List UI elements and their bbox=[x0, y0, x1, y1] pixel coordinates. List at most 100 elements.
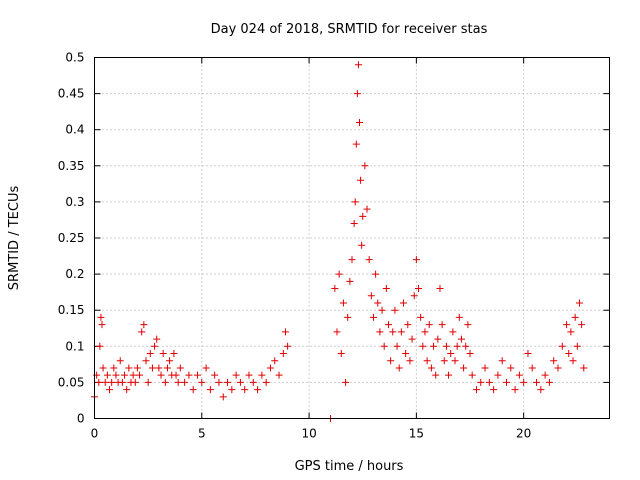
data-point bbox=[131, 378, 139, 386]
data-point bbox=[415, 285, 423, 293]
x-tick-label: 20 bbox=[516, 427, 531, 441]
data-point bbox=[98, 321, 106, 329]
data-point bbox=[408, 335, 416, 343]
data-point bbox=[118, 378, 126, 386]
data-point bbox=[397, 328, 405, 336]
data-point bbox=[440, 357, 448, 365]
chart-title: Day 024 of 2018, SRMTID for receiver sta… bbox=[211, 22, 488, 37]
data-point bbox=[468, 371, 476, 379]
data-point bbox=[554, 364, 562, 372]
data-point bbox=[236, 378, 244, 386]
y-tick-label: 0.1 bbox=[65, 339, 84, 353]
data-point bbox=[342, 378, 350, 386]
data-point bbox=[380, 342, 388, 350]
data-point bbox=[515, 371, 523, 379]
data-point bbox=[558, 342, 566, 350]
y-tick-label: 0 bbox=[77, 412, 85, 426]
data-point bbox=[423, 357, 431, 365]
data-point bbox=[219, 393, 227, 401]
y-tick-label: 0.05 bbox=[58, 375, 85, 389]
data-point bbox=[541, 371, 549, 379]
data-point bbox=[211, 371, 219, 379]
data-point bbox=[146, 350, 154, 358]
data-point bbox=[425, 321, 433, 329]
data-point bbox=[361, 162, 369, 170]
data-point bbox=[571, 313, 579, 321]
data-point bbox=[363, 205, 371, 213]
data-point bbox=[490, 386, 498, 394]
data-point bbox=[434, 335, 442, 343]
data-point bbox=[262, 378, 270, 386]
data-point bbox=[404, 321, 412, 329]
data-point bbox=[157, 371, 165, 379]
data-point bbox=[206, 386, 214, 394]
data-point bbox=[406, 357, 414, 365]
data-point bbox=[511, 386, 519, 394]
data-point bbox=[136, 371, 144, 379]
data-point bbox=[357, 176, 365, 184]
data-point bbox=[228, 386, 236, 394]
data-point bbox=[151, 342, 159, 350]
data-point bbox=[266, 364, 274, 372]
data-point bbox=[224, 378, 232, 386]
y-tick-label: 0.4 bbox=[65, 123, 84, 137]
x-tick-label: 5 bbox=[198, 427, 206, 441]
data-point bbox=[481, 364, 489, 372]
data-point bbox=[573, 342, 581, 350]
data-point bbox=[550, 357, 558, 365]
data-point bbox=[387, 357, 395, 365]
data-point bbox=[172, 371, 180, 379]
data-point bbox=[185, 371, 193, 379]
y-tick-label: 0.2 bbox=[65, 267, 84, 281]
data-point bbox=[372, 270, 380, 278]
data-point bbox=[112, 371, 120, 379]
data-point bbox=[155, 364, 163, 372]
data-point bbox=[445, 371, 453, 379]
data-point bbox=[353, 90, 361, 98]
data-point bbox=[356, 118, 364, 126]
x-tick-label: 0 bbox=[91, 427, 99, 441]
y-tick-label: 0.3 bbox=[65, 195, 84, 209]
data-point bbox=[133, 364, 141, 372]
data-point bbox=[578, 321, 586, 329]
data-point bbox=[271, 357, 279, 365]
x-axis-ticks: 0 5 10 15 20 bbox=[91, 57, 531, 441]
data-point bbox=[447, 350, 455, 358]
data-point bbox=[378, 306, 386, 314]
data-point bbox=[245, 371, 253, 379]
data-point bbox=[457, 335, 465, 343]
data-point bbox=[103, 371, 111, 379]
data-point bbox=[348, 256, 356, 264]
data-point bbox=[359, 212, 367, 220]
data-point bbox=[533, 378, 541, 386]
data-point bbox=[281, 328, 289, 336]
data-point bbox=[101, 378, 109, 386]
data-point bbox=[569, 357, 577, 365]
data-points bbox=[91, 61, 588, 422]
data-point bbox=[176, 364, 184, 372]
data-point bbox=[116, 357, 124, 365]
data-point bbox=[485, 378, 493, 386]
y-tick-label: 0.15 bbox=[58, 303, 85, 317]
data-point bbox=[254, 386, 262, 394]
data-point bbox=[575, 299, 583, 307]
data-point bbox=[507, 364, 515, 372]
data-point bbox=[412, 256, 420, 264]
data-point bbox=[358, 241, 366, 249]
data-point bbox=[125, 364, 133, 372]
data-point bbox=[189, 386, 197, 394]
data-point bbox=[140, 321, 148, 329]
data-point bbox=[580, 364, 588, 372]
data-point bbox=[232, 371, 240, 379]
data-point bbox=[453, 342, 461, 350]
data-point bbox=[376, 328, 384, 336]
data-point bbox=[421, 328, 429, 336]
data-point bbox=[430, 342, 438, 350]
y-tick-label: 0.5 bbox=[65, 51, 84, 65]
data-point bbox=[472, 386, 480, 394]
data-point bbox=[275, 371, 283, 379]
data-point bbox=[161, 378, 169, 386]
data-point bbox=[106, 386, 114, 394]
data-point bbox=[346, 277, 354, 285]
data-point bbox=[144, 378, 152, 386]
